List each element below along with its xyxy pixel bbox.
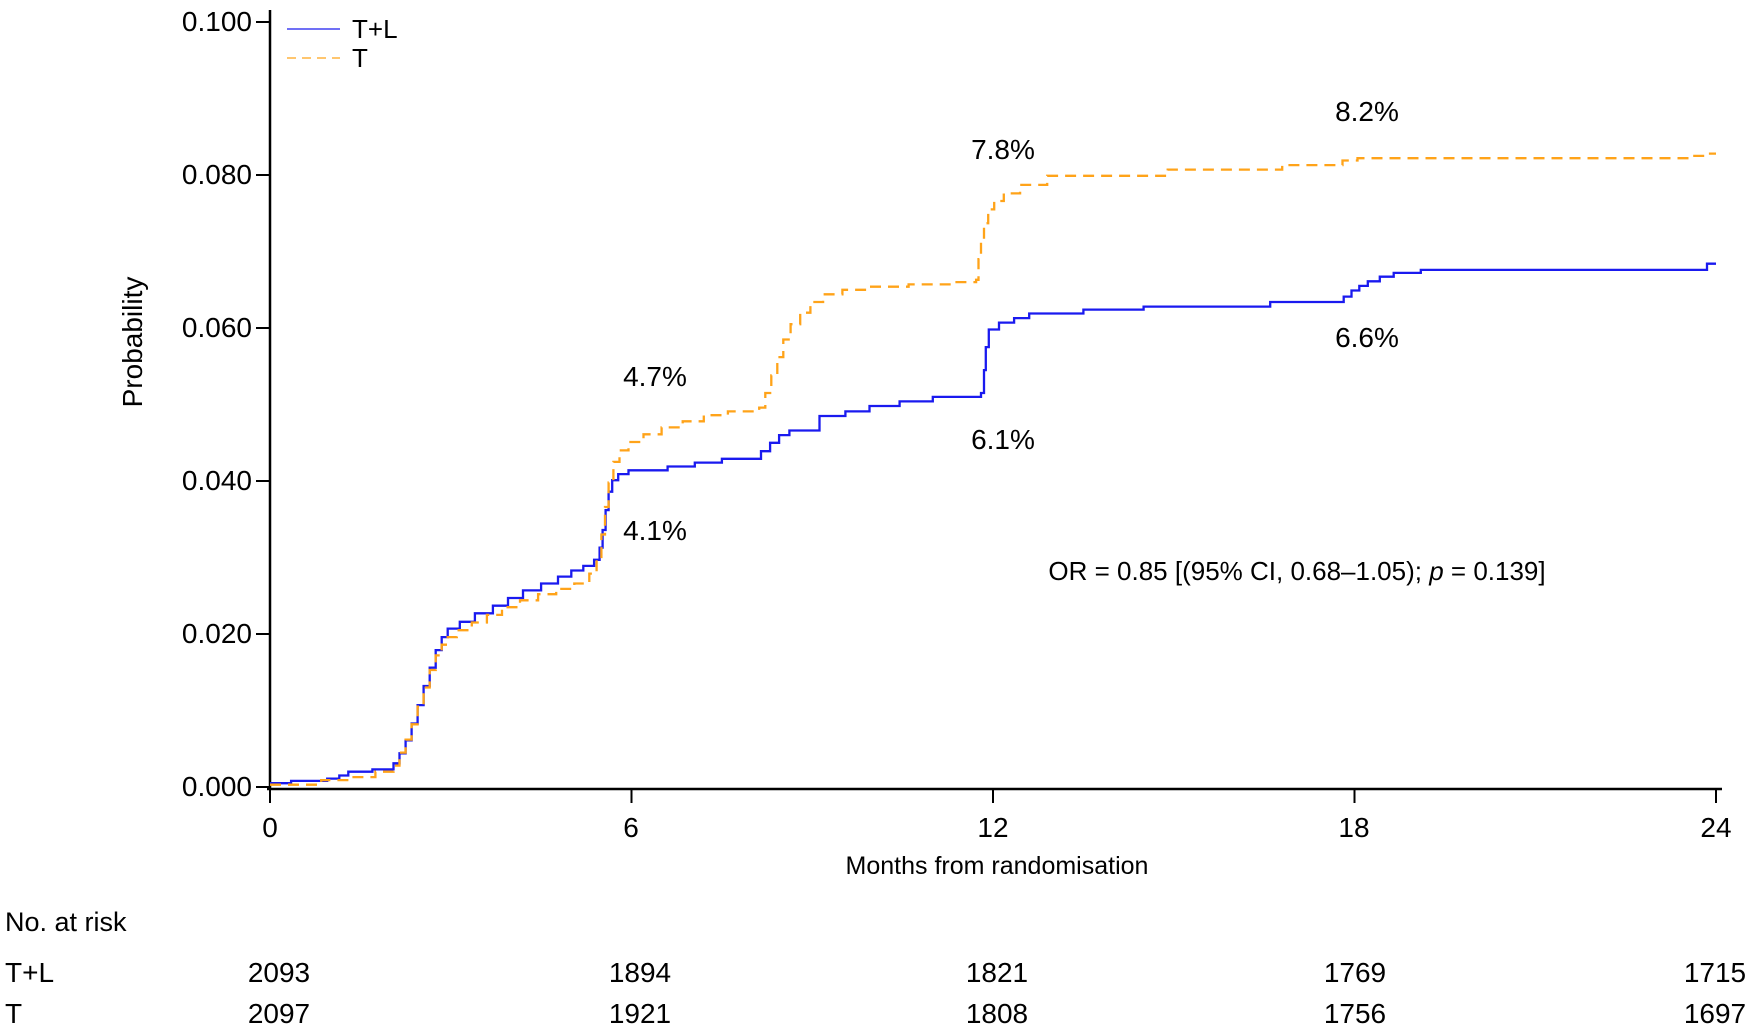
annotation-t-12mo: 7.8% xyxy=(971,134,1035,165)
at-risk-cell: 1697 xyxy=(1683,998,1745,1028)
odds-ratio-note-prefix: OR = 0.85 [(95% CI, 0.68–1.05); xyxy=(1048,556,1430,586)
at-risk-cell: 2093 xyxy=(247,957,311,988)
annotation-tl-6mo: 4.1% xyxy=(623,515,687,546)
y-tick-label: 0.060 xyxy=(181,312,252,343)
at-risk-row-label: T xyxy=(5,998,23,1028)
y-tick-label: 0.080 xyxy=(181,159,252,190)
at-risk-cell: 1808 xyxy=(965,998,1029,1028)
y-tick-label: 0.100 xyxy=(181,6,252,37)
p-value-symbol: p xyxy=(1429,556,1444,586)
odds-ratio-note-suffix: = 0.139] xyxy=(1443,556,1546,586)
curve-t xyxy=(270,152,1716,786)
y-tick-label: 0.020 xyxy=(181,618,252,649)
x-tick-label: 6 xyxy=(623,812,639,843)
annotation-t-6mo: 4.7% xyxy=(623,361,687,392)
at-risk-cell: 1921 xyxy=(608,998,672,1028)
at-risk-cell: 1715 xyxy=(1683,957,1745,988)
x-tick-label: 0 xyxy=(262,812,278,843)
curve-t-plus-l xyxy=(270,262,1716,785)
at-risk-cell: 1821 xyxy=(965,957,1029,988)
odds-ratio-note: OR = 0.85 [(95% CI, 0.68–1.05); p = 0.13… xyxy=(1037,555,1557,587)
at-risk-cell: 1894 xyxy=(608,957,672,988)
y-axis-title: Probability xyxy=(117,276,148,408)
annotation-tl-12mo: 6.1% xyxy=(971,424,1035,455)
x-tick-label: 12 xyxy=(977,812,1009,843)
at-risk-cell: 1769 xyxy=(1323,957,1387,988)
x-axis-title: Months from randomisation xyxy=(845,852,1149,880)
x-tick-label: 18 xyxy=(1338,812,1370,843)
legend-label-t: T xyxy=(352,43,368,73)
y-tick-label: 0.040 xyxy=(181,465,252,496)
at-risk-row-label: T+L xyxy=(5,957,55,988)
at-risk-cell: 1756 xyxy=(1323,998,1387,1028)
annotation-tl-18mo: 6.6% xyxy=(1335,322,1399,353)
x-tick-label: 24 xyxy=(1700,812,1732,843)
legend-label-t-plus-l: T+L xyxy=(352,14,398,44)
at-risk-title: No. at risk xyxy=(5,907,127,937)
y-tick-label: 0.000 xyxy=(181,771,252,802)
annotation-t-18mo: 8.2% xyxy=(1335,96,1399,127)
at-risk-cell: 2097 xyxy=(247,998,311,1028)
